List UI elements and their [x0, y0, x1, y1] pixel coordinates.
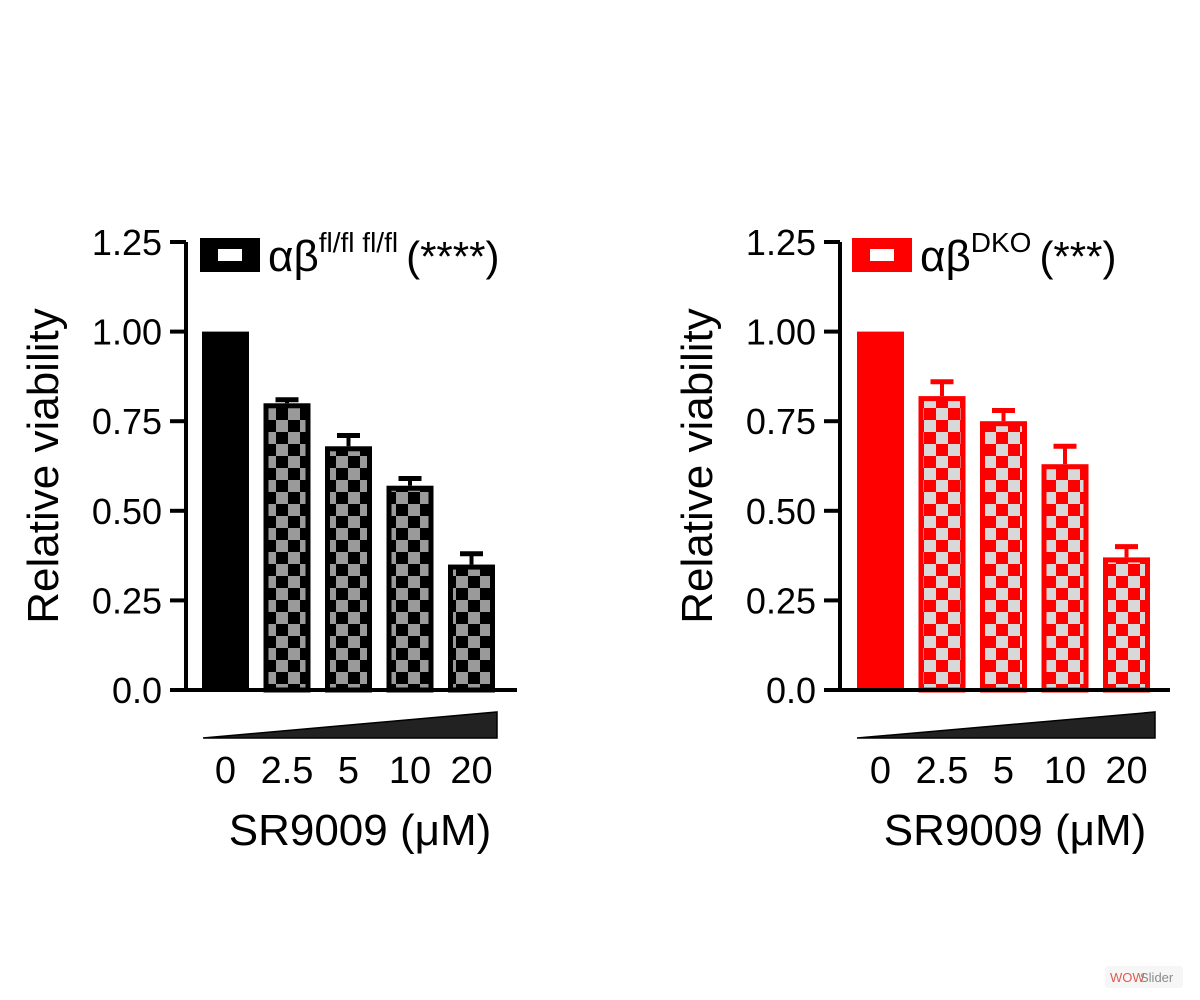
x-tick-label: 2.5: [916, 750, 969, 792]
watermark-part1: WOW: [1110, 970, 1145, 985]
bar-0: [202, 331, 249, 690]
y-tick-label: 0.50: [92, 491, 162, 532]
y-tick-label: 0.50: [746, 491, 816, 532]
bar-5: [325, 446, 372, 693]
x-tick-label: 0: [870, 750, 891, 792]
y-tick-label: 1.25: [92, 222, 162, 263]
bar-2.5: [918, 396, 966, 693]
legend-swatch-inner: [218, 249, 242, 261]
bar-20: [1103, 557, 1150, 693]
y-tick-label: 0.25: [746, 580, 816, 621]
chart-panel-left: 0.0 0.25 0.50 0.75 1.00 1.25 Relative viabilit…: [19, 222, 517, 855]
legend-superscript: DKO: [971, 227, 1032, 258]
legend-superscript: fl/fl fl/fl: [319, 227, 398, 258]
bar-20: [448, 564, 495, 693]
y-tick-label: 1.00: [746, 312, 816, 353]
y-axis-label: Relative viability: [673, 308, 722, 623]
legend: αβDKO (***): [852, 227, 1116, 281]
bar-10: [1041, 464, 1089, 693]
legend-significance: (***): [1039, 233, 1116, 280]
y-tick-label: 0.25: [92, 580, 162, 621]
bar-0: [857, 331, 904, 690]
chart-panel-right: 0.0 0.25 0.50 0.75 1.00 1.25 Relative viabilit…: [673, 222, 1170, 855]
y-tick-label: 1.25: [746, 222, 816, 263]
concentration-ramp: [856, 711, 1156, 739]
y-tick-label: 0.0: [766, 670, 816, 711]
concentration-ramp: [202, 711, 498, 739]
y-axis-label: Relative viability: [19, 308, 68, 623]
legend-symbol: αβ: [268, 232, 319, 281]
bar-5: [980, 421, 1027, 693]
x-tick-label: 10: [389, 750, 431, 792]
y-tick-label: 0.0: [112, 670, 162, 711]
legend-significance: (****): [406, 233, 499, 280]
x-tick-label: 5: [338, 750, 359, 792]
x-tick-label: 10: [1044, 750, 1086, 792]
watermark-part2: Slider: [1140, 970, 1174, 985]
y-tick-label: 1.00: [92, 312, 162, 353]
y-tick-label: 0.75: [92, 401, 162, 442]
legend-label: αβfl/fl fl/fl (****): [268, 227, 499, 281]
bar-2.5: [263, 403, 311, 693]
legend-swatch-inner: [870, 249, 894, 261]
watermark: WOW Slider: [1105, 966, 1183, 988]
x-axis-label: SR9009 (μM): [229, 806, 492, 855]
x-tick-label: 2.5: [261, 750, 314, 792]
x-tick-label: 0: [215, 750, 236, 792]
watermark-background: [1105, 966, 1183, 988]
x-tick-label: 20: [450, 750, 492, 792]
legend-label: αβDKO (***): [920, 227, 1116, 281]
legend-symbol: αβ: [920, 232, 971, 281]
x-tick-label: 20: [1105, 750, 1147, 792]
x-axis-label: SR9009 (μM): [884, 806, 1147, 855]
legend: αβfl/fl fl/fl (****): [200, 227, 499, 281]
bar-10: [386, 485, 434, 693]
y-tick-label: 0.75: [746, 401, 816, 442]
x-tick-label: 5: [993, 750, 1014, 792]
